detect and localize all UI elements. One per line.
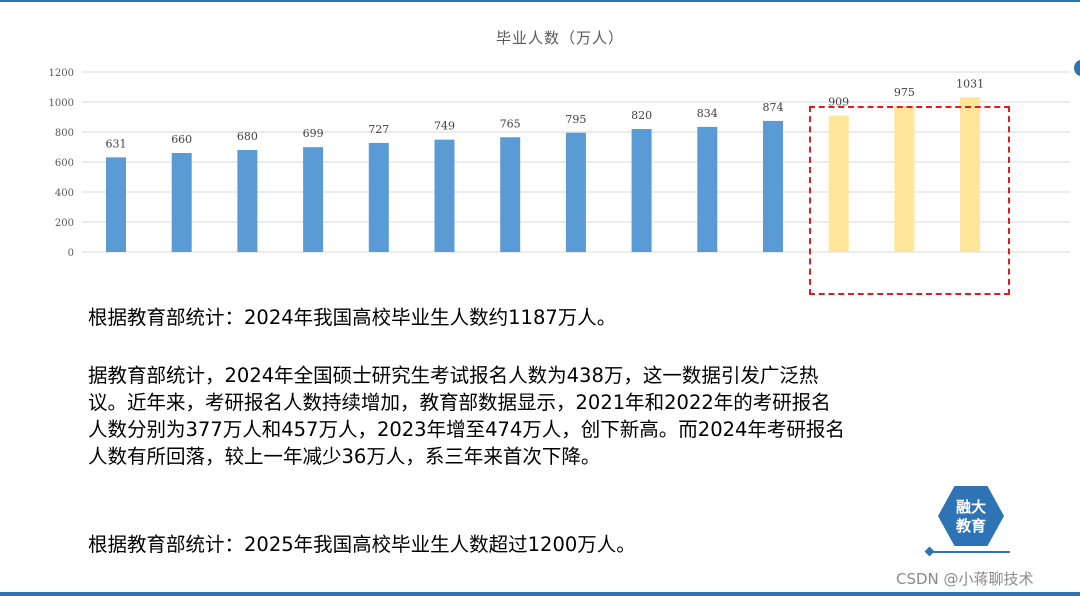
top-border <box>0 0 1080 2</box>
bar <box>565 132 586 252</box>
graduates-2024-text: 根据教育部统计：2024年我国高校毕业生人数约1187万人。 <box>88 306 617 329</box>
bar-value-label: 765 <box>500 117 521 130</box>
bar <box>894 105 915 252</box>
csdn-watermark: CSDN @小蒋聊技术 <box>896 570 1034 588</box>
y-tick-label: 1200 <box>49 68 74 79</box>
bar <box>960 97 981 252</box>
graduates-2025-text: 根据教育部统计：2025年我国高校毕业生人数超过1200万人。 <box>88 533 636 556</box>
bar-value-label: 680 <box>237 130 258 143</box>
bar-value-label: 1031 <box>956 77 984 90</box>
logo-line-2: 教育 <box>955 517 986 535</box>
bar-value-label: 660 <box>171 133 192 146</box>
bar-value-label: 975 <box>894 86 915 99</box>
slide-edge-dot <box>1074 60 1080 76</box>
bar-value-label: 909 <box>828 96 849 109</box>
bar <box>368 142 389 252</box>
y-tick-label: 0 <box>68 248 74 259</box>
y-tick-label: 1000 <box>49 98 74 109</box>
bar <box>106 157 126 252</box>
logo-hexagon <box>938 486 1004 546</box>
y-tick-label: 200 <box>55 218 74 229</box>
bar <box>500 137 521 252</box>
bar-value-label: 820 <box>631 109 652 122</box>
bar-value-label: 834 <box>697 107 718 120</box>
bar <box>631 129 652 252</box>
bar-value-label: 795 <box>565 113 586 126</box>
chart-title: 毕业人数（万人） <box>496 29 624 47</box>
logo-diamond <box>924 546 935 557</box>
rongda-education-logo: 融大 教育 <box>924 486 1014 558</box>
bar <box>828 115 849 253</box>
bar <box>763 120 783 253</box>
logo-text: 融大 教育 <box>938 498 1004 536</box>
logo-line-1: 融大 <box>955 498 986 516</box>
highlight-box <box>809 106 1010 295</box>
bottom-border <box>0 592 1080 596</box>
bars <box>106 97 981 253</box>
bar-value-label: 874 <box>763 101 784 114</box>
graduates-bar-chart: 毕业人数（万人） 0 200 400 600 800 1000 1200 631 660 680… <box>49 29 1070 259</box>
bar <box>434 139 455 252</box>
y-tick-label: 400 <box>55 188 74 199</box>
data-labels: 631 660 680 699 727 749 765 795 820 834 874 909 975 1… <box>106 77 985 150</box>
y-axis-ticks: 0 200 400 600 800 1000 1200 <box>49 68 74 259</box>
bar-value-label: 749 <box>434 120 455 133</box>
bar-value-label: 631 <box>106 137 127 150</box>
logo-underline <box>930 551 1010 553</box>
bar-value-label: 699 <box>303 127 324 140</box>
bar <box>171 153 192 252</box>
bar <box>697 126 718 252</box>
bar <box>237 150 258 252</box>
exam-registration-text: 据教育部统计，2024年全国硕士研究生考试报名人数为438万，这一数据引发广泛热… <box>88 364 845 468</box>
bar-value-label: 727 <box>368 123 389 136</box>
bar <box>303 147 324 252</box>
y-tick-label: 600 <box>55 158 74 169</box>
y-tick-label: 800 <box>55 128 74 139</box>
